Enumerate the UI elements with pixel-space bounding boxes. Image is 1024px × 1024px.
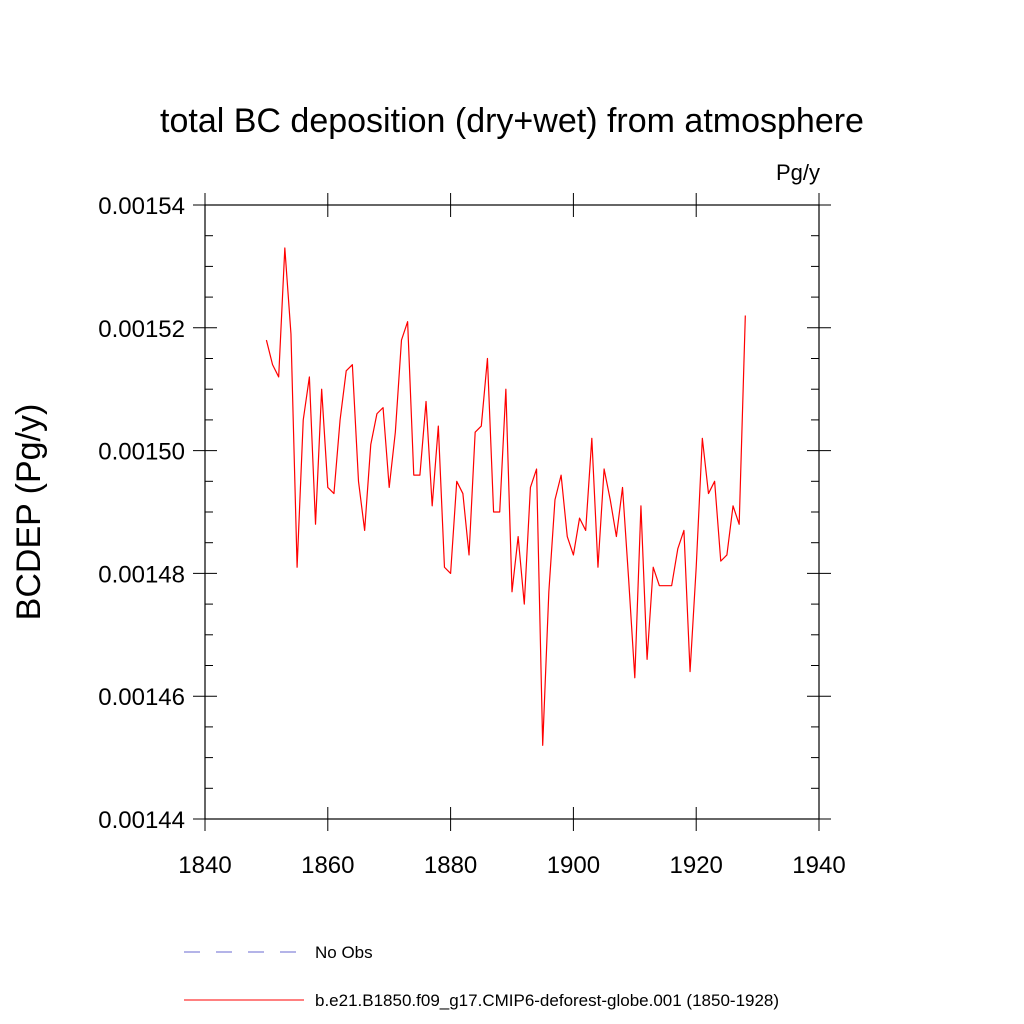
y-tick-label: 0.00150 <box>98 439 185 466</box>
x-tick-label: 1880 <box>424 852 477 879</box>
y-tick-label: 0.00148 <box>98 561 185 588</box>
x-tick-label: 1900 <box>547 852 600 879</box>
x-tick-label: 1920 <box>670 852 723 879</box>
chart-title: total BC deposition (dry+wet) from atmos… <box>160 102 864 140</box>
units-label: Pg/y <box>776 160 820 185</box>
x-tick-label: 1860 <box>301 852 354 879</box>
y-tick-label: 0.00154 <box>98 193 185 220</box>
y-tick-label: 0.00144 <box>98 807 185 834</box>
y-tick-label: 0.00152 <box>98 316 185 343</box>
legend-label: b.e21.B1850.f09_g17.CMIP6-deforest-globe… <box>315 991 779 1010</box>
y-tick-label: 0.00146 <box>98 684 185 711</box>
x-ticks: 1840 1860 1880 1900 1920 1940 <box>178 193 846 879</box>
series-layer <box>265 247 746 746</box>
legend-label: No Obs <box>315 943 373 962</box>
y-axis-label: BCDEP (Pg/y) <box>10 404 48 621</box>
series-line <box>265 247 746 746</box>
plot-frame <box>204 204 820 820</box>
legend: No Obs b.e21.B1850.f09_g17.CMIP6-deforest… <box>184 943 779 1010</box>
y-ticks: 0.00144 0.00146 0.00148 0.00150 0.00152 0.001… <box>98 193 831 834</box>
x-tick-label: 1940 <box>792 852 845 879</box>
x-tick-label: 1840 <box>178 852 231 879</box>
